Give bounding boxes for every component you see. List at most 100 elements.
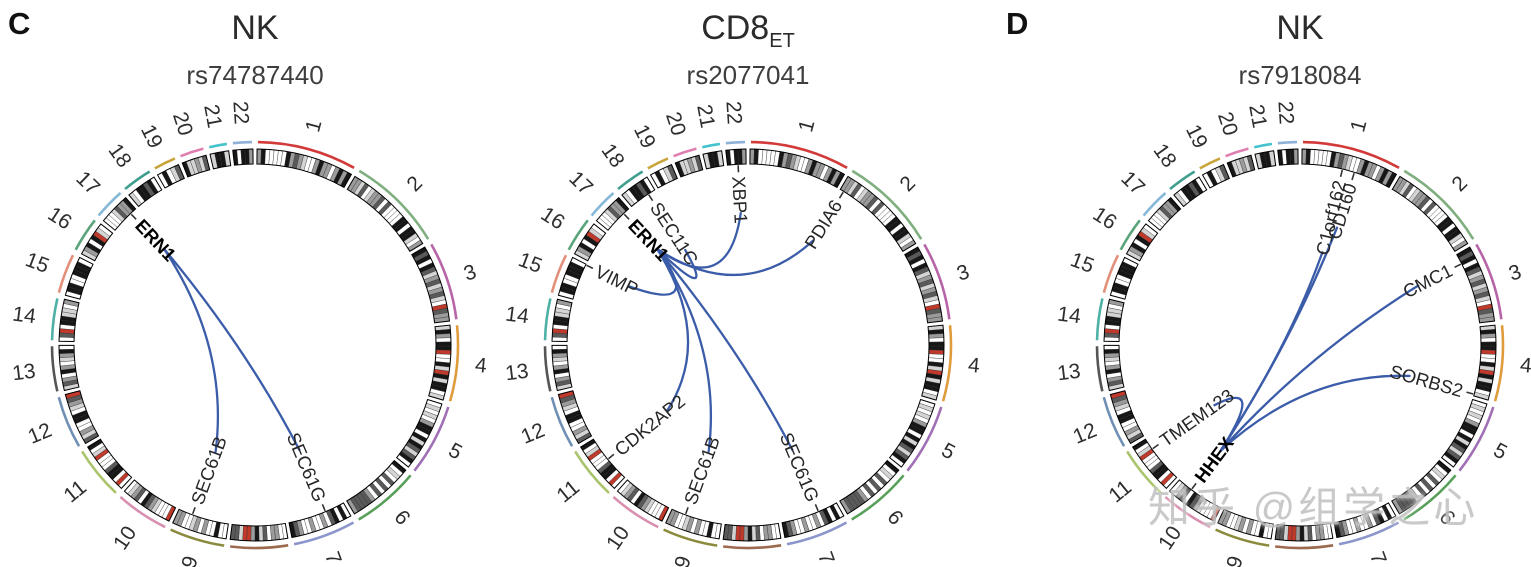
chromosome-color-arc [1253, 142, 1273, 149]
chromosome-color-arc [1275, 543, 1334, 550]
chromosome-color-arc [50, 346, 59, 392]
chromosome-color-arc [430, 243, 458, 320]
gene-label: CDK2AP2 [610, 390, 689, 460]
plot-snp-id: rs7918084 [1238, 59, 1362, 90]
ideogram-band [551, 345, 568, 350]
chromosome-outline [86, 438, 133, 490]
chromosome-color-arc [851, 169, 923, 240]
chromosome-label: 20 [661, 109, 690, 138]
ideogram-band [250, 525, 256, 542]
ideogram-band [1480, 345, 1497, 351]
chromosome-color-arc [1142, 192, 1167, 217]
chromosome-label: 20 [168, 109, 197, 138]
ideogram-band [928, 341, 945, 347]
chromosome-label: 22 [1273, 100, 1297, 125]
chromosome-outline [256, 148, 353, 189]
chromosome-label: 3 [1506, 260, 1524, 286]
ideogram-band [1293, 148, 1299, 165]
chromosome-label: 1 [1346, 117, 1371, 134]
chromosome-outline [1456, 246, 1496, 324]
chromosome-color-arc [1169, 170, 1196, 191]
watermark: 知乎 @组学之心 [1148, 484, 1479, 531]
ideogram-band [737, 148, 743, 165]
gene-tick [1454, 263, 1462, 269]
chromosome-color-arc [358, 169, 430, 240]
chromosome-outline [595, 196, 630, 231]
chromosome-color-arc [1199, 157, 1221, 170]
plot-snp-id: rs2077041 [686, 59, 810, 90]
link-arc [162, 247, 219, 453]
link-arc [1219, 226, 1339, 452]
plot-header: NK rs7918084 [1130, 9, 1470, 91]
gene-tick [1351, 173, 1355, 181]
chromosome-label: 9 [670, 553, 695, 567]
chromosome-outline [1125, 223, 1159, 262]
chromosome-label: 4 [474, 354, 488, 378]
chromosome-outline [346, 459, 407, 515]
chromosome-label: 1 [794, 117, 819, 134]
chromosome-color-arc [906, 406, 943, 472]
link-arc [1219, 284, 1420, 452]
chromosome-color-arc [57, 254, 75, 293]
gene-tick [623, 213, 630, 220]
chromosome-outline [64, 390, 100, 445]
ideogram-band [747, 525, 753, 542]
chromosome-color-arc [1403, 474, 1457, 521]
gene-label: PDIA6 [800, 196, 846, 252]
chromosome-label: 15 [22, 248, 52, 278]
chromosome-outline [1217, 508, 1274, 540]
chromosome-label: 7 [813, 549, 839, 567]
chromosome-color-arc [923, 243, 951, 320]
chromosome-outline [557, 390, 593, 445]
chromosome-outline [58, 344, 80, 392]
ideogram-band [743, 525, 749, 542]
chromosome-label: 19 [136, 121, 167, 152]
chromosome-outline [1147, 196, 1182, 231]
ideogram-band [248, 148, 254, 165]
plot-cell-type: NK [231, 9, 279, 47]
chromosome-color-arc [81, 450, 117, 494]
chromosome-outline [1254, 150, 1277, 170]
chromosome-outline [1274, 522, 1334, 542]
chromosome-color-arc [1225, 147, 1249, 158]
chromosome-label: 7 [320, 549, 346, 567]
ideogram-band [1480, 341, 1497, 347]
link-arc [655, 247, 698, 280]
gene-tick [1152, 443, 1159, 450]
chromosome-label: 22 [228, 100, 252, 125]
ideogram-band [256, 148, 262, 165]
gene-label: SEC61G [776, 429, 824, 504]
gene-tick [586, 264, 594, 270]
chromosome-color-arc [57, 396, 81, 447]
chromosome-color-arc [97, 192, 122, 217]
chromosome-color-arc [673, 147, 697, 158]
chromosome-label: 17 [71, 167, 104, 200]
chromosome-color-arc [750, 140, 848, 169]
chromosome-color-arc [1095, 298, 1104, 341]
chromosome-label: 12 [25, 419, 55, 449]
chromosome-outline [411, 246, 451, 324]
chromosome-label: 7 [1365, 549, 1391, 567]
gene-label: CMC1 [1399, 260, 1455, 302]
chromosome-color-arc [293, 521, 355, 546]
ideogram-band [1480, 333, 1497, 339]
plot-title: NK [85, 9, 425, 52]
chromosome-outline [904, 246, 944, 324]
ideogram-band [928, 333, 945, 339]
chromosome-label: 8 [741, 566, 764, 567]
ideogram-band [435, 345, 452, 351]
chromosome-outline [725, 148, 747, 166]
chromosome-label: 11 [60, 476, 91, 508]
chromosome-label: 2 [402, 172, 427, 196]
chromosome-color-arc [1277, 140, 1298, 145]
chromosome-outline [181, 154, 211, 178]
chromosome-label: 9 [1222, 553, 1247, 567]
chromosome-label: 17 [564, 167, 597, 200]
circos-plot: 12345678910111213141516171819202122ERN1S… [504, 100, 981, 567]
chromosome-color-arc [1095, 346, 1104, 392]
chromosome-outline [58, 298, 80, 343]
ideogram-band [258, 525, 264, 542]
chromosome-label: 20 [1213, 109, 1242, 138]
chromosome-color-arc [1102, 396, 1126, 447]
chromosome-outline [80, 223, 114, 262]
